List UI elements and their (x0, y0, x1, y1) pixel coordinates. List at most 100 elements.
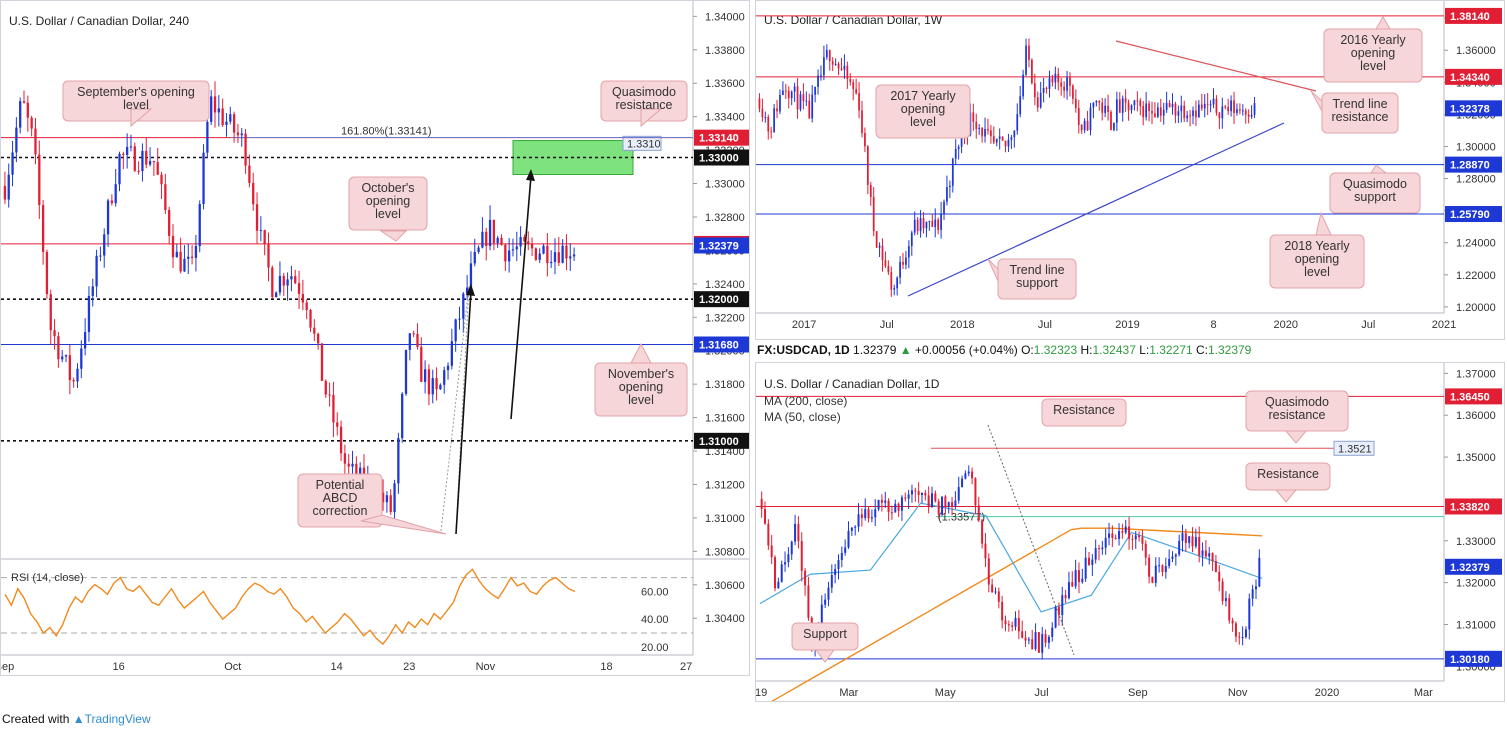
daily-candle-body (1077, 570, 1080, 583)
weekly-2017-note-callout-box (875, 84, 971, 139)
daily-candle-body (1198, 536, 1201, 556)
daily-candle-body (1178, 540, 1181, 555)
weekly-chart[interactable]: 1.380001.360001.340001.320001.300001.280… (756, 1, 1505, 340)
daily-candle-body (1104, 537, 1107, 548)
h4-candle-body (404, 349, 408, 394)
h4-candle-body (439, 384, 442, 390)
weekly-candle-body (1154, 113, 1156, 117)
h4-candle-body (15, 127, 18, 153)
h4-candle-body (271, 267, 274, 298)
daily-candle-body (1258, 557, 1261, 587)
h4-y-tick-label: 1.31400 (705, 446, 745, 458)
h4-candle-body (168, 209, 171, 236)
weekly-candle-body (981, 127, 983, 137)
daily-candle-body (961, 478, 964, 488)
weekly-candle-body (984, 128, 986, 137)
weekly-candle-body (1016, 114, 1019, 131)
weekly-candle-body (1156, 107, 1159, 117)
h4-arrow-head-icon (466, 284, 475, 296)
h4-candle-body (336, 422, 339, 427)
weekly-candle-body (843, 65, 846, 70)
weekly-2016-note-callout-pointer (1375, 16, 1391, 30)
daily-candle-body (981, 520, 984, 544)
h4-candle-body (19, 101, 22, 128)
weekly-2017-note-callout-text: level (910, 115, 936, 129)
weekly-2018-note-callout-text: opening (1295, 252, 1340, 266)
h4-y-tick-label: 1.30400 (705, 613, 745, 625)
daily-candle-body (1021, 631, 1024, 638)
daily-y-tick-label: 1.33000 (1456, 536, 1496, 548)
daily-support-note-callout-pointer (815, 649, 835, 663)
weekly-candle-body (907, 246, 910, 258)
h4-candle-body (45, 251, 49, 295)
weekly-candle-body (954, 149, 957, 159)
h4-candle-body (538, 253, 541, 260)
h4-candle-body (343, 453, 347, 464)
weekly-x-tick-label: 2020 (1274, 319, 1298, 331)
weekly-candle-body (1165, 102, 1168, 110)
daily-res1-note-callout-box (1041, 398, 1127, 427)
weekly-candle-body (782, 90, 784, 95)
footer-brand[interactable]: TradingView (84, 712, 151, 726)
h4-x-tick-label: 18 (600, 661, 612, 673)
h4-candle-body (473, 251, 476, 264)
daily-chart-panel[interactable]: 1.37000 1.36000 1.35000 1.33000 1.32000 1.310… (755, 362, 1505, 702)
daily-candle-body (1007, 624, 1010, 626)
h4-candle-body (103, 234, 106, 256)
h4-candle-body (179, 251, 182, 272)
daily-x-tick-label: May (935, 687, 956, 699)
h4-candle-body (328, 394, 331, 396)
daily-candle-body (767, 523, 770, 546)
daily-candle-body (934, 493, 937, 502)
daily-candle-body (840, 552, 843, 560)
daily-candle-body (844, 547, 847, 553)
weekly-candle-body (957, 146, 960, 150)
weekly-price-tag-label: 1.32378 (1450, 103, 1490, 115)
weekly-trendline-resistance (1115, 40, 1317, 92)
daily-price-tag-label: 1.30180 (1450, 654, 1490, 666)
h4-x-tick-label: 23 (403, 661, 415, 673)
h4-y-tick-label: 1.31600 (705, 413, 745, 425)
daily-candle-body (951, 502, 954, 507)
h4-candle-body (427, 369, 431, 395)
h4-abcd-note-callout-text: Potential (316, 478, 365, 492)
weekly-candle-body (846, 65, 849, 79)
weekly-x-tick-label: 2018 (950, 319, 974, 331)
weekly-candle-body (811, 94, 814, 119)
daily-candle-body (777, 581, 780, 589)
daily-candle-body (1111, 533, 1114, 538)
daily-chart[interactable]: 1.37000 1.36000 1.35000 1.33000 1.32000 1.310… (756, 363, 1505, 702)
weekly-candle-body (1045, 87, 1048, 89)
weekly-x-tick-label: 2021 (1432, 319, 1456, 331)
weekly-candle-body (1019, 96, 1022, 115)
daily-candle-body (1151, 576, 1154, 583)
daily-candle-body (1024, 637, 1027, 641)
weekly-x-tick-label: Jul (1361, 319, 1375, 331)
weekly-candle-body (998, 136, 1001, 139)
h4-oct-note-callout-pointer (379, 230, 408, 242)
h4-candle-body (221, 108, 224, 125)
weekly-candle-body (770, 131, 773, 133)
weekly-candle-body (1218, 112, 1221, 119)
h4-sept-note-callout-text: September's opening (77, 85, 195, 99)
weekly-price-tag-label: 1.25790 (1450, 209, 1490, 221)
h4-sept-note-callout-pointer (130, 108, 153, 128)
daily-candle-body (1241, 637, 1244, 639)
h4-candle-body (397, 438, 400, 484)
h4-qm-note-callout-pointer (640, 108, 663, 128)
weekly-candle-body (1033, 83, 1036, 98)
weekly-chart-panel[interactable]: 1.380001.360001.340001.320001.300001.280… (755, 0, 1505, 340)
h4-candle-body (412, 333, 415, 335)
h4-chart-panel[interactable]: 1.340001.338001.336001.334001.332001.330… (0, 0, 750, 676)
weekly-candle-body (817, 75, 819, 87)
h4-y-tick-label: 1.31200 (705, 479, 745, 491)
tradingview-logo-icon[interactable]: ▲ (72, 712, 85, 726)
weekly-candle-body (1233, 100, 1235, 113)
h4-candle-body (569, 256, 572, 259)
weekly-candle-body (805, 100, 808, 102)
info-last: 1.32379 (853, 343, 897, 357)
weekly-candle-body (1183, 105, 1186, 119)
h4-candle-body (225, 121, 228, 125)
h4-chart[interactable]: 1.340001.338001.336001.334001.332001.330… (1, 1, 750, 676)
h4-candle-body (309, 310, 312, 328)
